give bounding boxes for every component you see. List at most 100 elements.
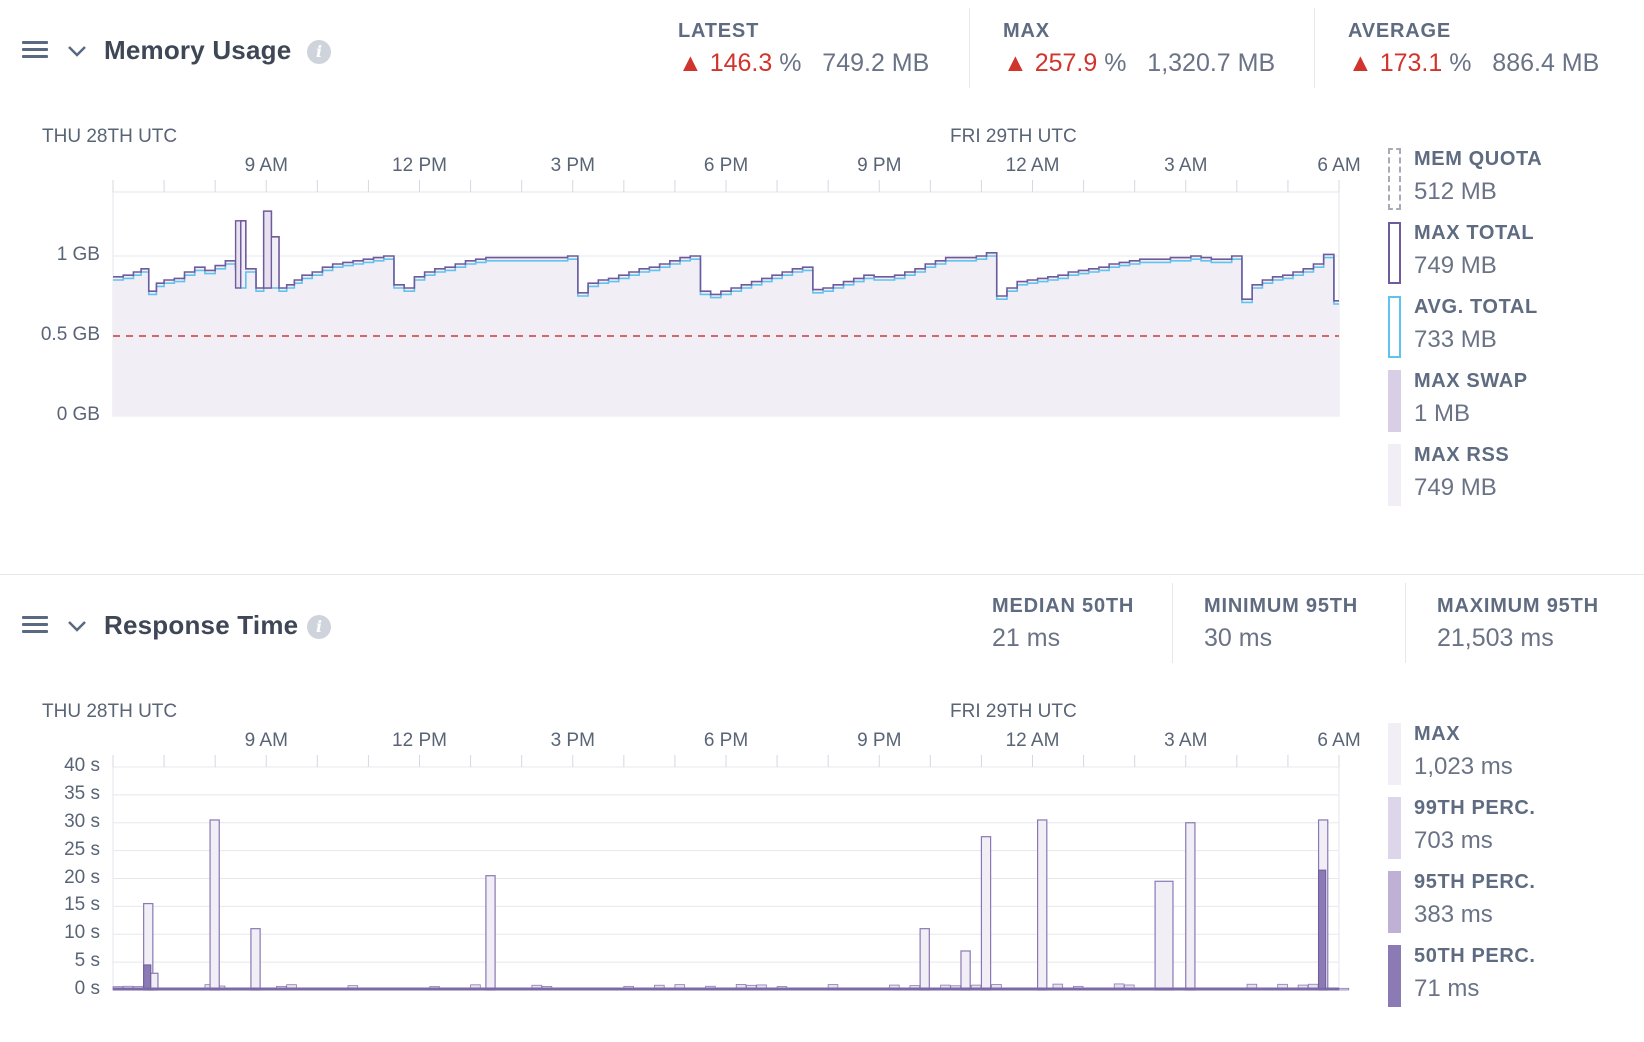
divider	[969, 8, 970, 88]
stat-value: 21 ms	[992, 624, 1061, 652]
y-tick-label: 0 GB	[56, 404, 100, 425]
stat-percent-unit: %	[1104, 49, 1127, 77]
stat-value: 30 ms	[1204, 624, 1273, 652]
x-tick-label: 6 AM	[1317, 730, 1361, 751]
x-tick-label: 9 AM	[244, 155, 288, 176]
max-spike-bar	[1154, 880, 1174, 991]
stat-size: 886.4 MB	[1492, 49, 1600, 77]
legend-label: MAX	[1414, 723, 1461, 745]
legend-label: AVG. TOTAL	[1414, 296, 1538, 318]
max-spike-bar	[919, 928, 930, 991]
max-spike-bar	[1185, 822, 1196, 991]
legend-value: 512 MB	[1414, 178, 1497, 205]
x-tick-label: 6 PM	[703, 155, 749, 176]
stat-percent: 257.9	[1034, 49, 1098, 77]
response-header: Response Time i MEDIAN 50TH 21 ms MINIMU…	[0, 575, 1644, 675]
legend-value: 383 ms	[1414, 901, 1493, 928]
info-icon[interactable]: i	[307, 615, 331, 639]
chevron-down-icon[interactable]	[66, 615, 88, 637]
response-time-panel: Response Time i MEDIAN 50TH 21 ms MINIMU…	[0, 575, 1644, 1042]
legend-value: 1 MB	[1414, 400, 1471, 427]
memory-header: Memory Usage i LATEST ▲ 146.3 % 749.2 MB…	[0, 0, 1644, 100]
y-tick-label: 1 GB	[56, 244, 100, 265]
y-tick-label: 0 s	[74, 978, 100, 999]
max-spike-bar	[1037, 819, 1048, 991]
divider	[1172, 583, 1173, 663]
legend-label: MAX RSS	[1414, 444, 1510, 466]
chevron-down-icon[interactable]	[66, 40, 88, 62]
legend-label: 99TH PERC.	[1414, 797, 1536, 819]
stat-percent-unit: %	[1449, 49, 1472, 77]
legend-swatch	[1388, 148, 1401, 210]
hamburger-icon[interactable]	[22, 41, 48, 61]
legend-swatch	[1388, 222, 1401, 284]
y-tick-label: 30 s	[64, 810, 100, 832]
info-icon[interactable]: i	[307, 40, 331, 64]
divider	[1314, 8, 1315, 88]
stat-label: MINIMUM 95TH	[1204, 595, 1359, 617]
x-tick-label: 6 PM	[703, 730, 749, 751]
warning-triangle-icon: ▲	[1348, 49, 1373, 77]
legend-value: 733 MB	[1414, 326, 1497, 353]
max-spike-bar	[209, 819, 220, 991]
max-rss-area	[113, 211, 1339, 416]
x-tick-label: 3 PM	[550, 155, 595, 176]
legend-label: MAX TOTAL	[1414, 222, 1535, 244]
x-tick-label: 3 AM	[1164, 730, 1208, 751]
warning-triangle-icon: ▲	[1003, 49, 1028, 77]
x-tick-label: 9 AM	[244, 730, 288, 751]
legend-swatch	[1388, 871, 1401, 933]
legend-value: 749 MB	[1414, 474, 1497, 501]
max-spike-bar	[250, 928, 261, 991]
stat-maximum-95th: MAXIMUM 95TH 21,503 ms	[1437, 595, 1599, 653]
stat-label: LATEST	[678, 20, 760, 42]
max-total-spike	[262, 210, 273, 289]
max-spike-bar	[485, 875, 496, 991]
legend-label: MEM QUOTA	[1414, 148, 1543, 170]
memory-usage-panel: Memory Usage i LATEST ▲ 146.3 % 749.2 MB…	[0, 0, 1644, 575]
p50-spike-bar	[1318, 869, 1327, 991]
legend-swatch	[1388, 370, 1401, 432]
legend-label: 95TH PERC.	[1414, 871, 1536, 893]
stat-label: MAXIMUM 95TH	[1437, 595, 1599, 617]
stat-median-50th: MEDIAN 50TH 21 ms	[992, 595, 1134, 653]
y-tick-label: 5 s	[74, 950, 100, 972]
legend-swatch	[1388, 797, 1401, 859]
legend-swatch	[1388, 444, 1401, 506]
panel-title: Response Time	[104, 610, 299, 640]
x-tick-label: 9 PM	[857, 155, 902, 176]
x-tick-label: 12 PM	[392, 730, 447, 751]
y-tick-label: 15 s	[64, 894, 100, 916]
x-tick-label: 6 AM	[1317, 155, 1361, 176]
legend-value: 749 MB	[1414, 252, 1497, 279]
stat-size: 749.2 MB	[822, 49, 930, 77]
day-label: THU 28TH UTC	[42, 701, 178, 722]
stat-label: MAX	[1003, 20, 1050, 42]
response-bar	[1338, 987, 1350, 991]
stat-label: MEDIAN 50TH	[992, 595, 1135, 617]
y-tick-label: 0.5 GB	[40, 324, 100, 345]
stat-label: AVERAGE	[1348, 20, 1452, 42]
warning-triangle-icon: ▲	[678, 49, 703, 77]
y-tick-label: 40 s	[64, 755, 100, 776]
day-label: FRI 29TH UTC	[950, 701, 1077, 722]
x-tick-label: 12 AM	[1005, 730, 1060, 751]
y-tick-label: 20 s	[64, 866, 100, 888]
hamburger-icon[interactable]	[22, 616, 48, 636]
x-tick-label: 3 AM	[1164, 155, 1208, 176]
max-total-line	[113, 210, 1339, 302]
legend-value: 1,023 ms	[1414, 753, 1513, 780]
stat-percent-unit: %	[779, 49, 802, 77]
response-chart	[112, 755, 1350, 991]
max-spike-bar	[980, 836, 992, 991]
max-total-spike	[234, 220, 242, 289]
x-tick-label: 12 PM	[392, 155, 447, 176]
day-label: FRI 29TH UTC	[950, 126, 1077, 147]
y-tick-label: 35 s	[64, 782, 100, 804]
stat-max: MAX ▲ 257.9 % 1,320.7 MB	[1003, 20, 1275, 78]
x-tick-label: 9 PM	[857, 730, 902, 751]
avg-total-line	[113, 255, 1339, 305]
y-tick-label: 10 s	[64, 922, 100, 944]
day-label: THU 28TH UTC	[42, 126, 178, 147]
p50-spike-bar	[143, 964, 152, 991]
